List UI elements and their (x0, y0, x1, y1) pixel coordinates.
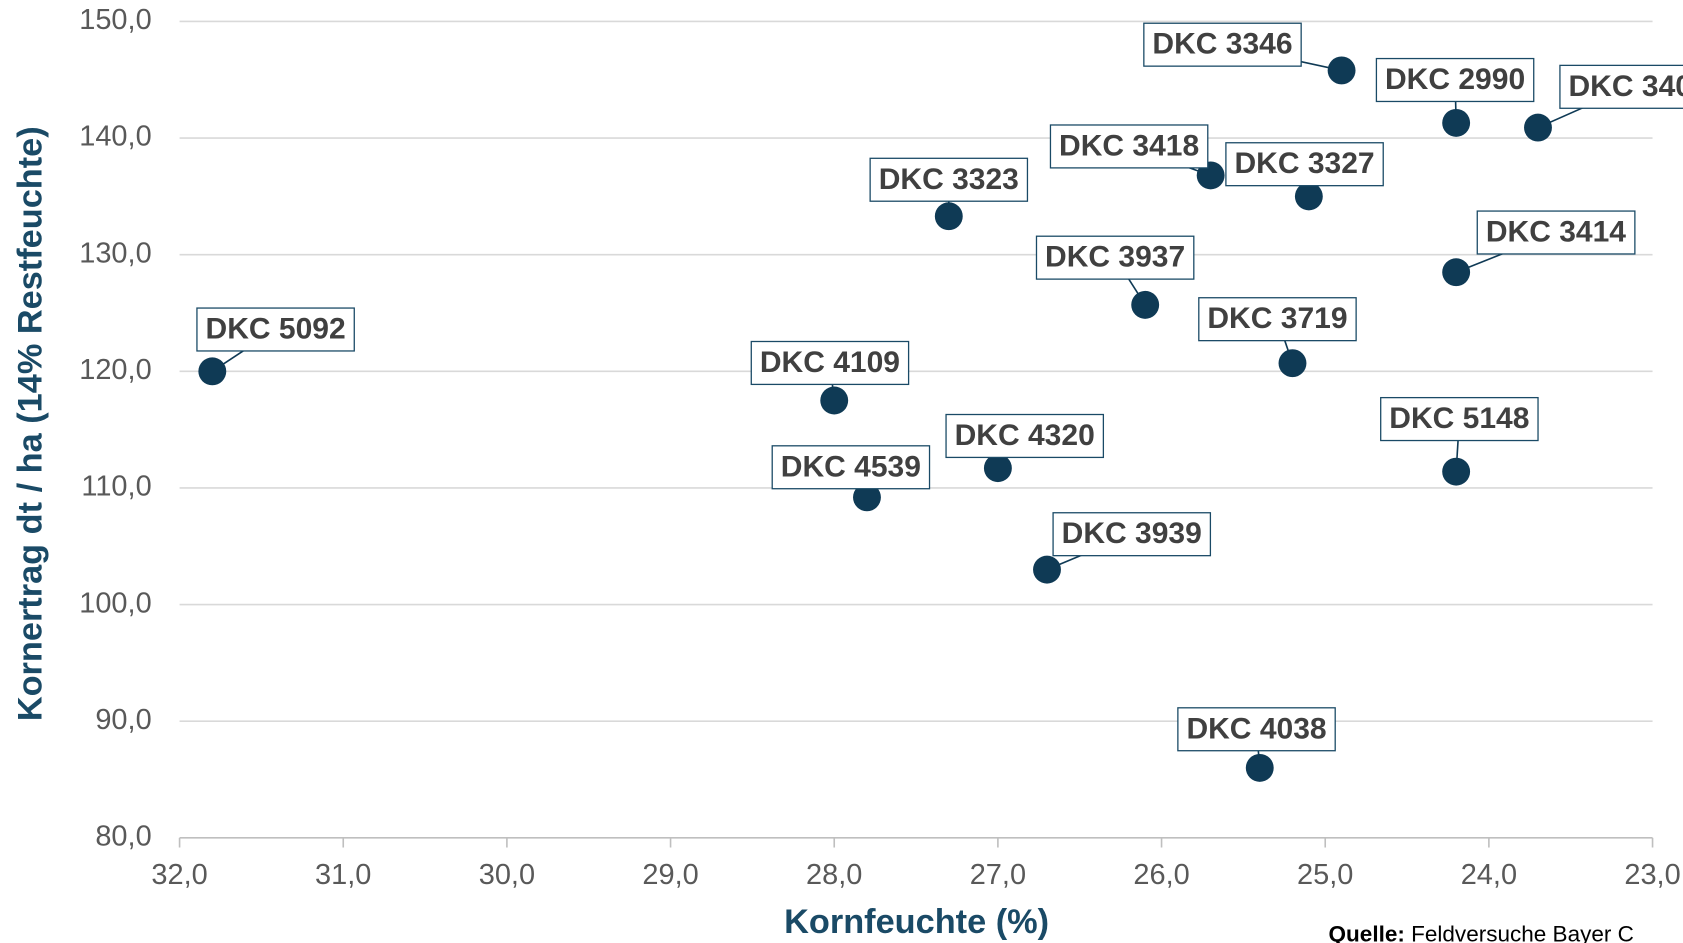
y-axis-title: Kornertrag dt / ha (14% Restfeuchte) (12, 126, 50, 721)
label-box (1035, 235, 1195, 280)
point-label: DKC 5092 (206, 313, 346, 346)
x-tick-label: 24,0 (1461, 859, 1517, 891)
point (853, 483, 881, 512)
point-label-group: DKC 4320 (945, 413, 1105, 459)
y-tick-label: 110,0 (81, 471, 151, 503)
label-box (945, 413, 1105, 459)
point-label: DKC 5148 (1389, 402, 1529, 435)
x-tick-label: 30,0 (479, 859, 535, 891)
label-box (869, 157, 1029, 202)
point-label: DKC 3323 (879, 163, 1019, 196)
x-tick-label: 28,0 (806, 859, 862, 891)
label-box (771, 445, 931, 490)
label-box (1177, 707, 1336, 752)
point-label-group: DKC 5148 (1380, 396, 1539, 442)
point-label-group: DKC 4539 (771, 445, 931, 490)
point-label-group: DKC 3937 (1035, 235, 1195, 280)
y-tick-label: 150,0 (79, 4, 151, 36)
point-label: DKC 3418 (1059, 129, 1199, 162)
point-label-group: DKC 3719 (1198, 297, 1357, 342)
label-box (1380, 396, 1539, 442)
point-label-group: DKC 3346 (1143, 22, 1302, 67)
point (983, 454, 1012, 483)
point-label: DKC 4539 (781, 450, 921, 483)
point-label-group: DKC 3939 (1052, 512, 1212, 557)
label-box (196, 307, 355, 352)
point-label: DKC 2990 (1385, 63, 1525, 96)
x-tick-label: 26,0 (1133, 859, 1189, 891)
point-label: DKC 3327 (1234, 147, 1374, 180)
point-label: DKC 3346 (1152, 28, 1292, 61)
label-box (750, 340, 910, 386)
point (934, 202, 963, 231)
point (1442, 258, 1471, 287)
point-label: DKC 3719 (1207, 302, 1347, 335)
point (1442, 457, 1471, 486)
label-box (1476, 210, 1636, 255)
point-label-group: DKC 3323 (869, 157, 1029, 202)
label-box (1225, 142, 1384, 187)
point-label: DKC 3937 (1045, 241, 1185, 274)
source: Quelle: Feldversuche Bayer C (1329, 921, 1634, 943)
x-tick-label: 25,0 (1297, 859, 1353, 891)
point-label: DKC 3414 (1486, 216, 1626, 249)
point-label: DKC 4320 (955, 419, 1095, 452)
point (820, 386, 849, 415)
point-label-group: DKC 340 (1559, 64, 1683, 109)
point (1327, 56, 1356, 85)
x-axis-title: Kornfeuchte (%) (784, 903, 1049, 941)
point (1033, 555, 1061, 584)
y-tick-label: 140,0 (79, 121, 151, 153)
label-box (1052, 512, 1212, 557)
y-tick-label: 80,0 (95, 821, 151, 853)
x-tick-label: 32,0 (151, 859, 207, 891)
source-label: Quelle: (1329, 921, 1405, 943)
x-tick-label: 31,0 (315, 859, 371, 891)
point-label-group: DKC 3414 (1476, 210, 1636, 255)
point (1245, 753, 1274, 782)
point (198, 357, 227, 386)
point (1131, 290, 1160, 319)
point-label-group: DKC 3418 (1049, 124, 1209, 169)
point-label-group: DKC 3327 (1225, 142, 1384, 187)
point-label: DKC 340 (1569, 70, 1683, 103)
y-tick-label: 120,0 (79, 354, 151, 386)
y-tick-label: 130,0 (79, 237, 151, 269)
label-box (1559, 64, 1683, 109)
label-box (1049, 124, 1209, 169)
point-label: DKC 4038 (1186, 712, 1326, 745)
label-box (1143, 22, 1302, 67)
source-text: Feldversuche Bayer C (1411, 921, 1634, 943)
label-box (1198, 297, 1357, 342)
point-label: DKC 3939 (1062, 517, 1202, 550)
point-label-group: DKC 5092 (196, 307, 355, 352)
point (1294, 182, 1323, 211)
y-tick-label: 90,0 (95, 704, 151, 736)
y-tick-label: 100,0 (79, 587, 151, 619)
point-label-group: DKC 4038 (1177, 707, 1336, 752)
label-box (1375, 57, 1535, 103)
point-label-group: DKC 2990 (1375, 57, 1535, 103)
point (1442, 108, 1471, 137)
point-label: DKC 4109 (760, 346, 900, 379)
x-tick-label: 27,0 (970, 859, 1026, 891)
x-tick-label: 29,0 (642, 859, 698, 891)
x-tick-label: 23,0 (1624, 859, 1680, 891)
point (1278, 349, 1307, 378)
point-label-group: DKC 4109 (750, 340, 910, 386)
point (1524, 113, 1552, 142)
